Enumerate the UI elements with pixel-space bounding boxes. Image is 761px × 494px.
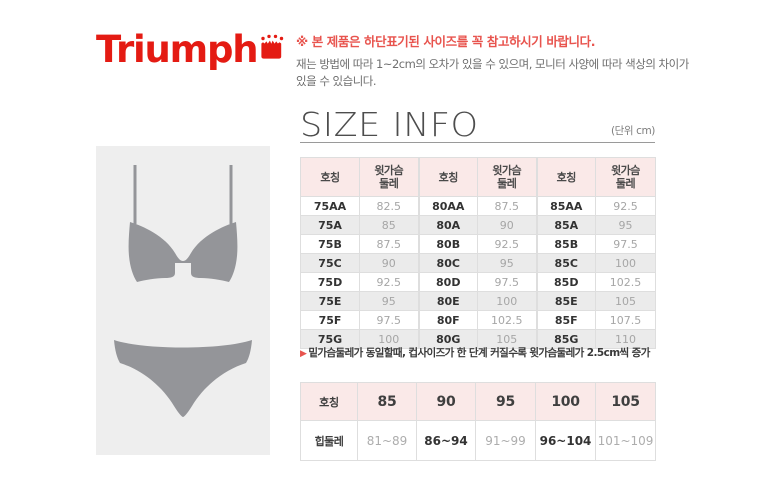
cell-bust-value: 87.5 <box>477 196 537 216</box>
notice-heading: ※ 본 제품은 하단표기된 사이즈를 꼭 참고하시기 바랍니다. <box>296 34 596 49</box>
cell-size-name: 75AA <box>300 196 360 216</box>
cell-size-name: 80AA <box>417 196 478 216</box>
cell-size-name: 80D <box>417 272 478 292</box>
cell-bust-value: 102.5 <box>595 272 656 292</box>
hip-table-header-row: 호칭 85 90 95 100 105 <box>300 382 656 421</box>
cell-size-name: 75B <box>300 234 360 254</box>
cell-bust-value: 105 <box>477 329 537 349</box>
col-header-measure-2: 윗가슴 둘레 <box>477 157 537 197</box>
cell-bust-value: 95 <box>477 253 537 273</box>
top-notice: ※ 본 제품은 하단표기된 사이즈를 꼭 참고하시기 바랍니다. 재는 방법에 … <box>296 33 716 90</box>
cell-size-name: 85A <box>535 215 596 235</box>
cell-bust-value: 85 <box>359 215 419 235</box>
cell-hip-range: 96~104 <box>535 420 596 461</box>
col-header-measure-3: 윗가슴 둘레 <box>595 157 656 197</box>
cell-size-name: 75A <box>300 215 360 235</box>
cell-bust-value: 95 <box>595 215 656 235</box>
cell-size-name: 75D <box>300 272 360 292</box>
bra-size-table: 호칭 윗가슴 둘레 호칭 윗가슴 둘레 호칭 윗가슴 둘레 75AA 82.5 80AA 8… <box>300 157 656 349</box>
cell-size-name: 80G <box>417 329 478 349</box>
cell-size-name: 80A <box>417 215 478 235</box>
cell-bust-value: 100 <box>359 329 419 349</box>
cell-bust-value: 92.5 <box>595 196 656 216</box>
table-row: 75A 85 80A 90 85A 95 <box>300 215 656 235</box>
cell-bust-value: 100 <box>477 291 537 311</box>
col-header-name-3: 호칭 <box>535 157 596 197</box>
cell-size-name: 80B <box>417 234 478 254</box>
cell-hip-range: 81~89 <box>357 420 417 461</box>
hip-col-header-label: 호칭 <box>300 382 358 421</box>
cell-size-name: 75G <box>300 329 360 349</box>
cell-bust-value: 102.5 <box>477 310 537 330</box>
cell-bust-value: 100 <box>595 253 656 273</box>
brand-name: Triumph <box>96 28 259 71</box>
table-note-text: 밑가슴둘레가 동일할때, 컵사이즈가 한 단계 커질수록 윗가슴둘레가 2.5c… <box>308 347 650 359</box>
cell-size-name: 80C <box>417 253 478 273</box>
cell-bust-value: 92.5 <box>359 272 419 292</box>
cell-bust-value: 105 <box>595 291 656 311</box>
table-row: 75C 90 80C 95 85C 100 <box>300 253 656 273</box>
cell-bust-value: 82.5 <box>359 196 419 216</box>
cell-size-name: 85F <box>535 310 596 330</box>
hip-col-header-size: 100 <box>535 382 596 421</box>
brand-logo: Triumph <box>96 30 286 78</box>
table-header-row: 호칭 윗가슴 둘레 호칭 윗가슴 둘레 호칭 윗가슴 둘레 <box>300 157 656 197</box>
triangle-right-icon: ▶ <box>300 349 307 359</box>
hip-row-label: 힙둘레 <box>300 420 358 461</box>
cell-size-name: 75F <box>300 310 360 330</box>
cell-hip-range: 86~94 <box>416 420 476 461</box>
table-note: ▶ 밑가슴둘레가 동일할때, 컵사이즈가 한 단계 커질수록 윗가슴둘레가 2.5… <box>300 345 650 360</box>
table-row: 75E 95 80E 100 85E 105 <box>300 291 656 311</box>
size-info-header: SIZE INFO (단위 cm) <box>300 108 655 143</box>
cell-size-name: 85E <box>535 291 596 311</box>
product-illustration-panel <box>96 146 270 455</box>
notice-body: 재는 방법에 따라 1~2cm의 오차가 있을 수 있으며, 모니터 사양에 따… <box>296 57 689 88</box>
table-row: 75F 97.5 80F 102.5 85F 107.5 <box>300 310 656 330</box>
hip-size-table: 호칭 85 90 95 100 105 힙둘레 81~89 86~94 91~99 96~10… <box>300 382 656 461</box>
cell-bust-value: 97.5 <box>477 272 537 292</box>
hip-col-header-size: 90 <box>416 382 476 421</box>
hip-table-row: 힙둘레 81~89 86~94 91~99 96~104 101~109 <box>300 420 656 461</box>
cell-bust-value: 90 <box>359 253 419 273</box>
cell-size-name: 75E <box>300 291 360 311</box>
cell-hip-range: 91~99 <box>475 420 536 461</box>
col-header-name-2: 호칭 <box>417 157 478 197</box>
table-row: 75AA 82.5 80AA 87.5 85AA 92.5 <box>300 196 656 216</box>
cell-bust-value: 95 <box>359 291 419 311</box>
cell-size-name: 85AA <box>535 196 596 216</box>
cell-size-name: 85D <box>535 272 596 292</box>
cell-bust-value: 97.5 <box>359 310 419 330</box>
cell-size-name: 80F <box>417 310 478 330</box>
crown-icon <box>258 34 286 64</box>
cell-hip-range: 101~109 <box>595 420 656 461</box>
cell-size-name: 85C <box>535 253 596 273</box>
cell-bust-value: 110 <box>595 329 656 349</box>
col-header-measure-1: 윗가슴 둘레 <box>359 157 419 197</box>
hip-col-header-size: 85 <box>357 382 417 421</box>
cell-bust-value: 92.5 <box>477 234 537 254</box>
bra-icon <box>109 160 257 310</box>
panty-icon <box>104 334 262 434</box>
table-row: 75B 87.5 80B 92.5 85B 97.5 <box>300 234 656 254</box>
table-row: 75G 100 80G 105 85G 110 <box>300 329 656 349</box>
cell-size-name: 85G <box>535 329 596 349</box>
col-header-name-1: 호칭 <box>300 157 360 197</box>
table-row: 75D 92.5 80D 97.5 85D 102.5 <box>300 272 656 292</box>
hip-col-header-size: 95 <box>475 382 536 421</box>
cell-bust-value: 90 <box>477 215 537 235</box>
cell-bust-value: 97.5 <box>595 234 656 254</box>
cell-size-name: 85B <box>535 234 596 254</box>
cell-bust-value: 87.5 <box>359 234 419 254</box>
hip-col-header-size: 105 <box>595 382 656 421</box>
cell-bust-value: 107.5 <box>595 310 656 330</box>
page-title: SIZE INFO <box>300 105 479 144</box>
cell-size-name: 75C <box>300 253 360 273</box>
cell-size-name: 80E <box>417 291 478 311</box>
unit-label: (단위 cm) <box>610 125 655 137</box>
